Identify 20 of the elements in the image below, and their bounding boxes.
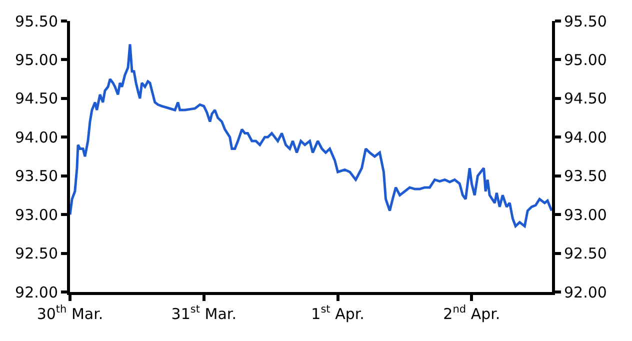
y2-tick-label: 92.00 [564,283,607,302]
y-tick-label: 94.00 [15,128,58,146]
y2-tick-label: 93.00 [564,206,607,224]
y2-tick-label: 92.50 [564,244,607,263]
y2-tick-label: 94.50 [564,90,607,108]
x-tick-label: 1$^{st}$ Apr. [311,304,364,323]
x-tick-label: 2$^{nd}$ Apr. [443,304,500,323]
y2-tick-label: 95.00 [564,50,607,69]
y-tick-label: 95.00 [15,50,58,69]
y2-tick-label: 94.00 [564,128,607,146]
y-tick-label: 92.50 [15,244,58,263]
y2-tick-label: 95.50 [564,12,607,30]
y-tick-label: 93.00 [15,206,58,224]
x-tick-label: 30$^{th}$ Mar. [36,304,104,323]
y-tick-label: 94.50 [15,90,58,108]
y-tick-label: 92.00 [15,283,58,302]
x-tick-label: 31$^{st}$ Mar. [171,304,236,323]
y-tick-label: 93.50 [15,167,58,186]
y-tick-label: 95.50 [15,12,58,30]
y2-tick-label: 93.50 [564,167,607,186]
